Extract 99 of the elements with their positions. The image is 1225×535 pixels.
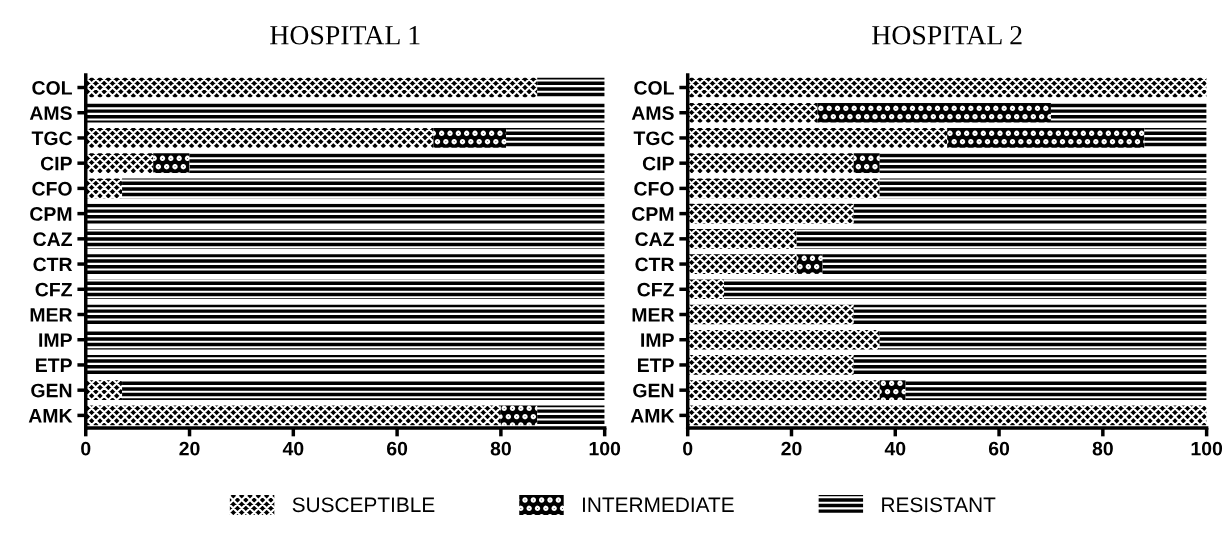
y-tick-label: AMK [28, 409, 73, 423]
x-tick-label: 0 [81, 441, 91, 456]
bar [85, 128, 434, 148]
x-tick-label: 80 [490, 441, 511, 456]
y-tick-label: CAZ [635, 232, 674, 247]
x-tick-label: 40 [884, 441, 906, 456]
bar [85, 153, 154, 174]
x-tick-label: 100 [1191, 441, 1223, 456]
legend-label: INTERMEDIATE [582, 497, 734, 512]
y-tick-label: CIP [642, 156, 674, 171]
bar [853, 153, 880, 174]
y-tick-label: GEN [633, 383, 674, 398]
bar [687, 203, 854, 224]
x-tick-label: 20 [781, 441, 802, 456]
y-tick-label: CTR [33, 257, 73, 272]
bar [687, 229, 797, 249]
y-tick-label: CPM [30, 207, 72, 221]
bar [687, 405, 1207, 426]
y-tick-label: GEN [31, 383, 72, 398]
bar [506, 128, 605, 148]
bar [1144, 128, 1207, 148]
x-tick-label: 60 [988, 441, 1010, 456]
bar [433, 128, 507, 148]
y-tick-label: ETP [637, 358, 674, 372]
chart-title: HOSPITAL 1 [270, 25, 420, 45]
bar [687, 178, 880, 199]
y-tick-label: MER [632, 308, 675, 322]
bar [905, 380, 1207, 400]
bar [796, 229, 1207, 249]
bar [189, 153, 605, 174]
bar [879, 178, 1207, 199]
legend-label: RESISTANT [882, 497, 996, 513]
bar [85, 254, 605, 274]
y-tick-label: CPM [632, 207, 674, 221]
y-tick-label: CFZ [637, 282, 674, 297]
x-tick-label: 40 [282, 441, 304, 456]
bar [687, 102, 818, 123]
y-tick-label: TGC [31, 131, 73, 146]
y-tick-label: CAZ [33, 232, 72, 247]
y-tick-label: COL [634, 80, 674, 95]
x-tick-label: 20 [179, 441, 200, 456]
bar [687, 304, 854, 325]
bar [1050, 102, 1207, 123]
bar [85, 178, 123, 199]
bar [85, 329, 605, 350]
y-tick-label: CFO [634, 181, 674, 196]
bar [85, 229, 605, 249]
bar [687, 254, 797, 274]
bar [817, 102, 1051, 123]
y-tick-label: ETP [36, 358, 72, 372]
y-tick-label: CFZ [35, 282, 72, 297]
bar [796, 254, 823, 274]
bar [153, 153, 190, 174]
x-tick-label: 60 [387, 441, 408, 456]
y-tick-label: COL [32, 80, 72, 95]
bar [122, 380, 605, 400]
bar [687, 329, 880, 350]
bar [687, 355, 854, 375]
bar [687, 153, 854, 174]
legend-label: SUSCEPTIBLE [292, 497, 435, 513]
bar [85, 355, 605, 375]
y-tick-label: MER [30, 308, 73, 322]
y-tick-label: IMP [39, 333, 72, 347]
bar [853, 203, 1207, 224]
bar [687, 77, 1207, 98]
bar [537, 405, 605, 426]
bar [879, 329, 1207, 350]
bar [500, 405, 538, 426]
y-tick-label: CTR [635, 257, 675, 272]
bar [879, 153, 1207, 174]
bar [822, 254, 1207, 274]
bar [122, 178, 605, 199]
bar [537, 77, 605, 98]
bar [85, 102, 605, 123]
bar [853, 355, 1207, 375]
bar [85, 304, 605, 325]
bar [687, 380, 880, 400]
bar [687, 128, 948, 148]
bar [85, 279, 605, 300]
bar [724, 279, 1207, 300]
bar [85, 405, 501, 426]
x-tick-label: 80 [1092, 441, 1113, 456]
y-tick-label: CFO [32, 181, 72, 196]
bar [947, 128, 1145, 148]
y-tick-label: CIP [40, 156, 72, 171]
bar [85, 77, 538, 98]
x-tick-label: 100 [589, 441, 621, 456]
bar [85, 380, 123, 400]
x-tick-label: 0 [683, 441, 693, 456]
y-tick-label: AMS [29, 106, 72, 120]
y-tick-label: TGC [633, 131, 674, 146]
bar [853, 304, 1207, 325]
y-tick-label: AMK [630, 409, 675, 423]
bar [85, 203, 605, 224]
y-tick-label: IMP [641, 333, 674, 347]
bar [879, 380, 906, 400]
bar [687, 279, 725, 300]
y-tick-label: AMS [631, 106, 674, 120]
chart-title: HOSPITAL 2 [872, 25, 1022, 45]
